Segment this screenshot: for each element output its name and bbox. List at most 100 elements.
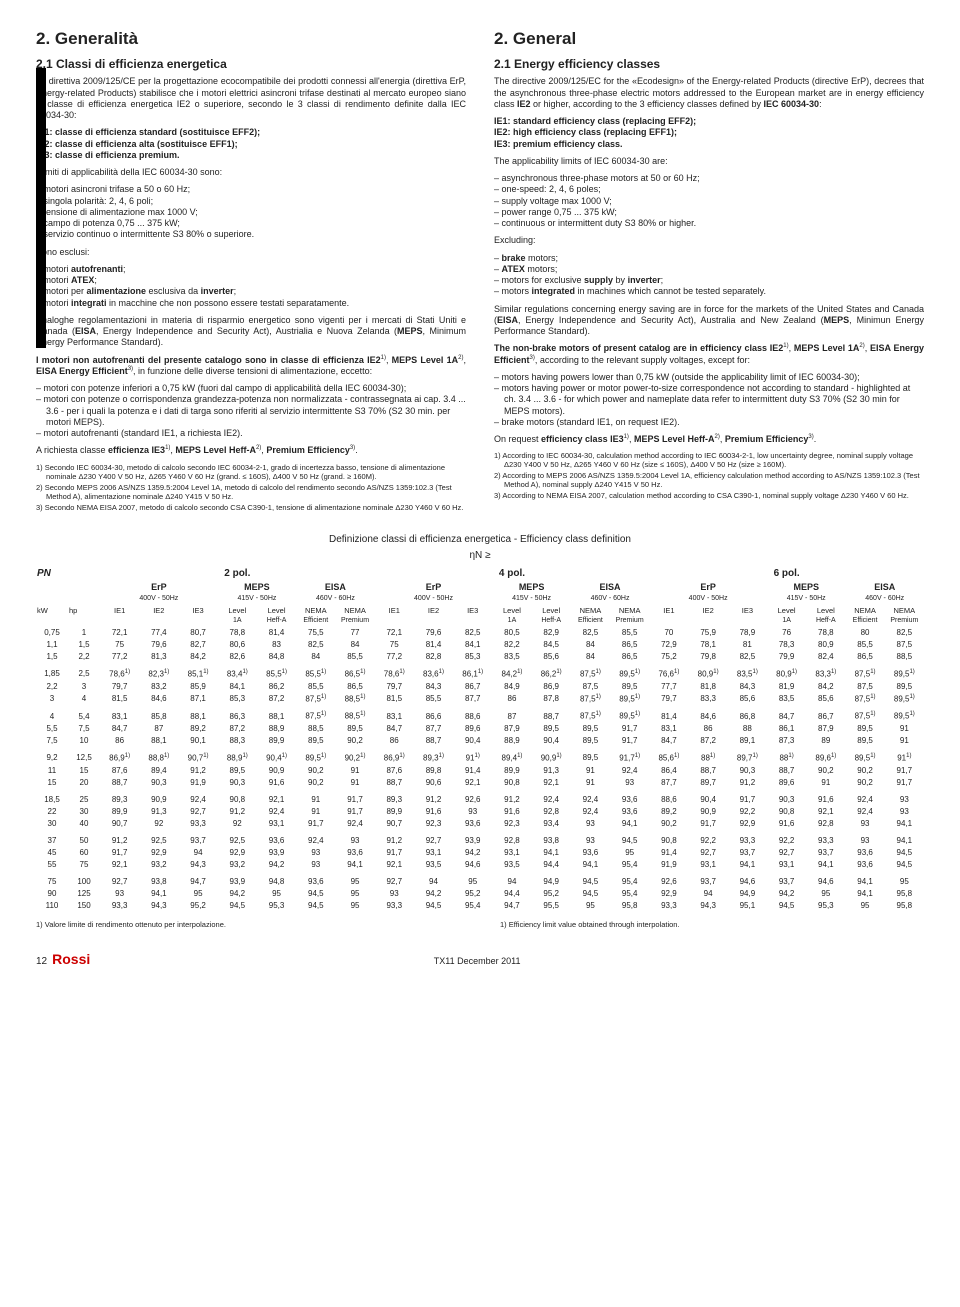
- table-cell: 95: [335, 888, 374, 900]
- table-cell: 150: [68, 900, 100, 912]
- table-cell: 94,5: [414, 900, 453, 912]
- table-row: 9,212,586,91)88,81)90,71)88,91)90,41)89,…: [36, 747, 924, 765]
- col-ie3: IE3: [453, 605, 492, 616]
- table-cell: 88,1: [257, 705, 296, 723]
- table-cell: 70: [649, 627, 688, 639]
- table-cell: 90,2: [296, 765, 335, 777]
- table-cell: 89,61): [806, 747, 845, 765]
- list-item: – asynchronous three-phase motors at 50 …: [494, 173, 924, 184]
- col-heffa: Heff-A: [257, 616, 296, 627]
- table-row: 0,75172,177,480,778,881,475,57772,179,68…: [36, 627, 924, 639]
- table-cell: 93,6: [610, 789, 649, 806]
- table-cell: 3: [68, 681, 100, 693]
- table-cell: 90,1: [178, 735, 217, 747]
- table-cell: 80,91): [767, 663, 806, 681]
- table-cell: 93,3: [100, 900, 139, 912]
- table-cell: 92,7: [414, 830, 453, 847]
- table-cell: 95,4: [610, 859, 649, 871]
- table-cell: 92,1: [257, 789, 296, 806]
- table-cell: 91,2: [414, 789, 453, 806]
- table-cell: 88,9: [492, 735, 531, 747]
- table-cell: 90: [36, 888, 68, 900]
- table-cell: 94,1: [806, 859, 845, 871]
- volt: 400V - 50Hz: [649, 594, 767, 605]
- table-cell: 85,5: [845, 639, 884, 651]
- table-cell: 93: [885, 789, 924, 806]
- table-cell: 30: [36, 818, 68, 830]
- table-cell: 83,5: [767, 693, 806, 706]
- table-cell: 90,91): [532, 747, 571, 765]
- table-cell: 90,21): [335, 747, 374, 765]
- table-cell: 90,3: [767, 789, 806, 806]
- table-cell: 1,5: [36, 651, 68, 663]
- col-ie1: IE1: [375, 605, 414, 616]
- table-cell: 80,6: [218, 639, 257, 651]
- table-cell: 89,51): [610, 663, 649, 681]
- table-cell: 92,4: [532, 789, 571, 806]
- table-cell: 92,9: [218, 847, 257, 859]
- table-cell: 94,3: [689, 900, 728, 912]
- table-cell: 87,2: [689, 735, 728, 747]
- table-cell: 95: [610, 847, 649, 859]
- table-cell: 90,41): [257, 747, 296, 765]
- table-cell: 93: [845, 818, 884, 830]
- table-cell: 91: [296, 806, 335, 818]
- table-cell: 94,6: [453, 859, 492, 871]
- table-cell: 78,9: [728, 627, 767, 639]
- table-cell: 95: [257, 888, 296, 900]
- table-cell: 95: [335, 900, 374, 912]
- table-row: 557592,193,294,393,294,29394,192,193,594…: [36, 859, 924, 871]
- table-cell: 92,6: [649, 871, 688, 888]
- table-cell: 82,8: [414, 651, 453, 663]
- table-cell: 94,1: [335, 859, 374, 871]
- table-cell: 84: [571, 651, 610, 663]
- table-cell: 81,4: [649, 705, 688, 723]
- table-cell: 95,5: [532, 900, 571, 912]
- table-cell: 93,8: [139, 871, 178, 888]
- table-cell: 87,51): [571, 693, 610, 706]
- table-cell: 80,9: [806, 639, 845, 651]
- table-cell: 94,1: [610, 818, 649, 830]
- table-cell: 91,2: [100, 830, 139, 847]
- table-cell: 94,1: [571, 859, 610, 871]
- table-cell: 88,91): [218, 747, 257, 765]
- table-cell: 7,5: [36, 735, 68, 747]
- volt: 460V - 60Hz: [845, 594, 924, 605]
- table-cell: 91,6: [257, 777, 296, 789]
- table-cell: 75: [100, 639, 139, 651]
- table-cell: 94,7: [178, 871, 217, 888]
- table-cell: 22: [36, 806, 68, 818]
- table-cell: 85,51): [257, 663, 296, 681]
- table-cell: 94,3: [139, 900, 178, 912]
- table-cell: 94: [178, 847, 217, 859]
- table-cell: 5,5: [36, 723, 68, 735]
- table-cell: 86: [375, 735, 414, 747]
- para: Excluding:: [494, 235, 924, 246]
- table-cell: 95,8: [610, 900, 649, 912]
- table-cell: 89,5: [532, 723, 571, 735]
- table-cell: 89,2: [649, 806, 688, 818]
- section-title-en: 2. General: [494, 28, 924, 49]
- table-cell: 94,9: [728, 888, 767, 900]
- list-item: – campo di potenza 0,75 ... 375 kW;: [36, 218, 466, 229]
- table-cell: 94: [689, 888, 728, 900]
- table-cell: 94,2: [767, 888, 806, 900]
- table-cell: 50: [68, 830, 100, 847]
- table-cell: 86,5: [610, 639, 649, 651]
- table-cell: 88,6: [453, 705, 492, 723]
- table-cell: 88,7: [532, 705, 571, 723]
- except-list-it: – motori con potenze inferiori a 0,75 kW…: [36, 383, 466, 439]
- table-cell: 84,5: [532, 639, 571, 651]
- table-row: 223089,991,392,791,292,49191,789,991,693…: [36, 806, 924, 818]
- table-cell: 94,2: [414, 888, 453, 900]
- table-cell: 91,9: [649, 859, 688, 871]
- list-item: – motors having powers lower than 0,75 k…: [494, 372, 924, 383]
- table-cell: 87,2: [257, 693, 296, 706]
- table-cell: 87,6: [100, 765, 139, 777]
- table-cell: 78,8: [806, 627, 845, 639]
- table-cell: 89,5: [845, 735, 884, 747]
- table-cell: 82,4: [806, 651, 845, 663]
- table-cell: 77,2: [100, 651, 139, 663]
- col-eff: Efficient: [571, 616, 610, 627]
- limits-list-it: – motori asincroni trifase a 50 o 60 Hz;…: [36, 184, 466, 240]
